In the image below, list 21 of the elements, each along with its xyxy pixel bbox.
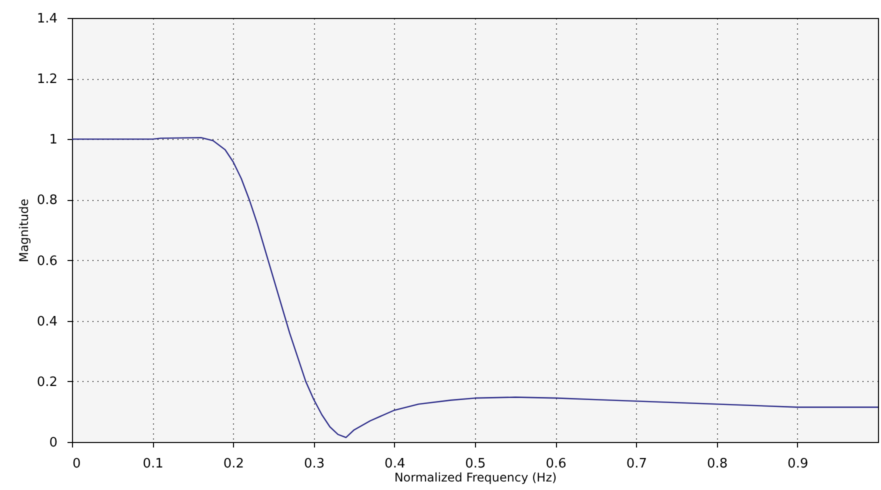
y-tick-label: 1 (49, 132, 58, 148)
y-tick-label: 1.4 (36, 12, 58, 26)
x-tick-label: 0.6 (546, 456, 566, 472)
x-tick-label: 0.9 (788, 456, 808, 472)
x-tick-label: 0.5 (465, 456, 486, 472)
y-tick-label: 0.6 (36, 254, 58, 269)
x-tick-label: 0.7 (626, 456, 648, 472)
x-axis-title: Normalized Frequency (Hz) (394, 470, 557, 484)
x-tick-label: 0.4 (384, 456, 406, 472)
y-tick-label: 1.2 (36, 72, 58, 88)
x-tick-label: 0.3 (304, 456, 325, 472)
line-series (71, 136, 879, 438)
y-axis-title: Magnitude (16, 198, 31, 262)
y-tick-label: 0 (49, 436, 58, 450)
x-tick-label: 0.1 (142, 456, 164, 472)
y-tick-label: 0.4 (36, 314, 58, 330)
x-tick-label: 0 (72, 456, 81, 472)
x-tick-label: 0.8 (706, 456, 728, 472)
y-tick-label: 0.2 (36, 374, 58, 390)
y-tick-label: 0.8 (36, 193, 58, 208)
x-tick-label: 0.2 (223, 456, 244, 472)
